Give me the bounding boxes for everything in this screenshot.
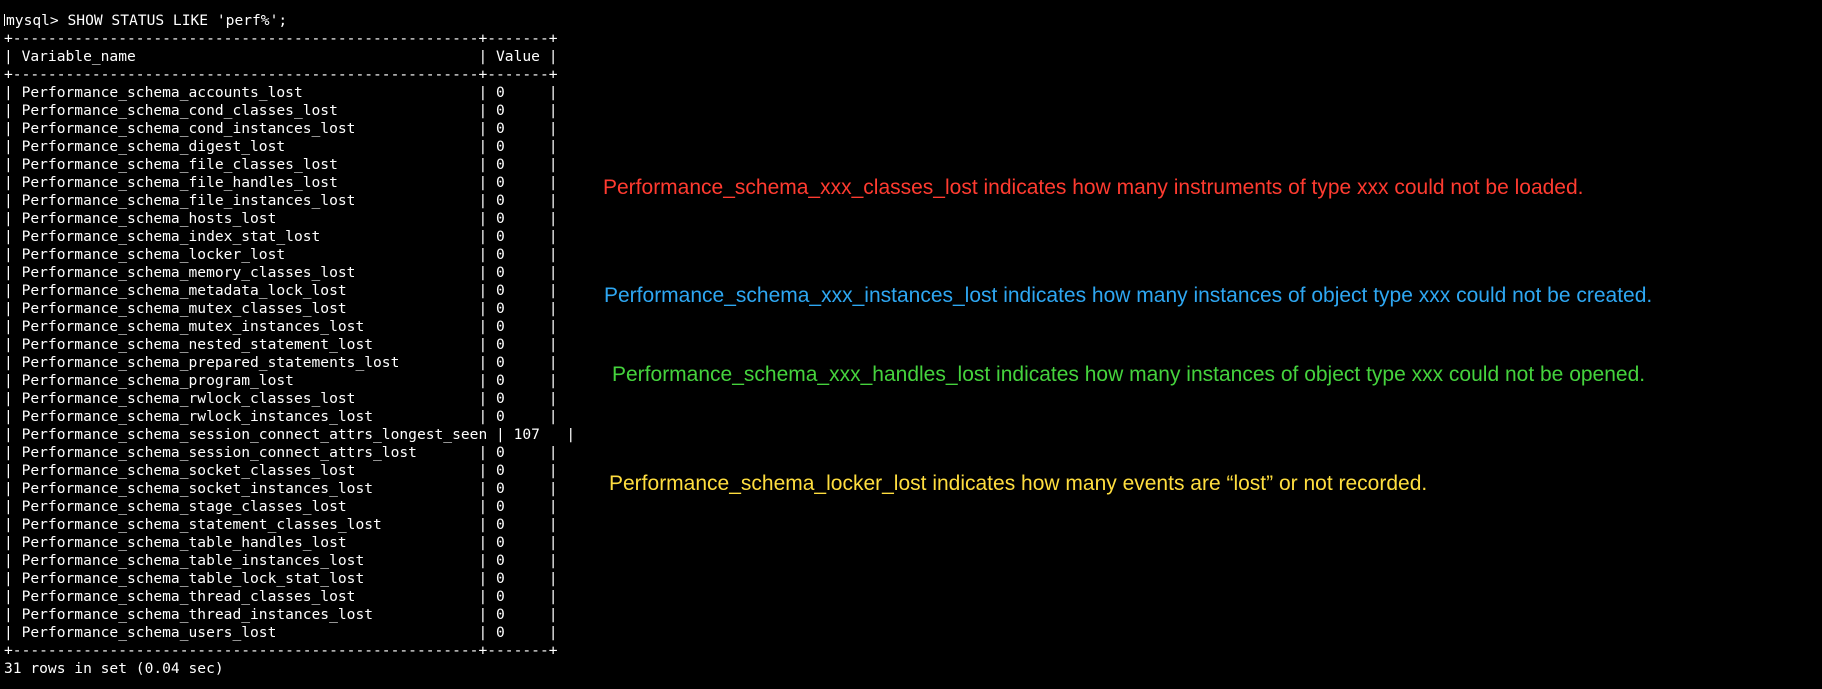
- note-classes-lost: Performance_schema_xxx_classes_lost indi…: [603, 176, 1584, 199]
- table-row: | Performance_schema_digest_lost | 0 |: [4, 138, 558, 155]
- table-border-bottom: +---------------------------------------…: [4, 642, 558, 659]
- result-summary: 31 rows in set (0.04 sec): [4, 660, 224, 677]
- table-border-header: +---------------------------------------…: [4, 66, 558, 83]
- table-row: | Performance_schema_hosts_lost | 0 |: [4, 210, 558, 227]
- table-row: | Performance_schema_statement_classes_l…: [4, 516, 558, 533]
- note-locker-lost: Performance_schema_locker_lost indicates…: [609, 472, 1428, 495]
- table-row: | Performance_schema_mutex_instances_los…: [4, 318, 558, 335]
- table-row: | Performance_schema_cond_instances_lost…: [4, 120, 558, 137]
- table-row: | Performance_schema_file_handles_lost |…: [4, 174, 558, 191]
- table-row: | Performance_schema_thread_instances_lo…: [4, 606, 558, 623]
- command-line: mysql> SHOW STATUS LIKE 'perf%';: [4, 12, 604, 30]
- table-row: | Performance_schema_cond_classes_lost |…: [4, 102, 558, 119]
- table-row: | Performance_schema_file_instances_lost…: [4, 192, 558, 209]
- table-row: | Performance_schema_table_lock_stat_los…: [4, 570, 558, 587]
- cursor-icon: [4, 14, 5, 26]
- table-row: | Performance_schema_socket_instances_lo…: [4, 480, 558, 497]
- note-handles-lost: Performance_schema_xxx_handles_lost indi…: [612, 363, 1646, 386]
- table-row: | Performance_schema_mutex_classes_lost …: [4, 300, 558, 317]
- table-row: | Performance_schema_table_instances_los…: [4, 552, 558, 569]
- table-row: | Performance_schema_socket_classes_lost…: [4, 462, 558, 479]
- table-row: | Performance_schema_session_connect_att…: [4, 444, 558, 461]
- table-row: | Performance_schema_rwlock_classes_lost…: [4, 390, 558, 407]
- table-row: | Performance_schema_file_classes_lost |…: [4, 156, 558, 173]
- table-row: | Performance_schema_nested_statement_lo…: [4, 336, 558, 353]
- table-row: | Performance_schema_program_lost | 0 |: [4, 372, 558, 389]
- table-row: | Performance_schema_rwlock_instances_lo…: [4, 408, 558, 425]
- table-row: | Performance_schema_memory_classes_lost…: [4, 264, 558, 281]
- table-header: | Variable_name | Value |: [4, 48, 558, 65]
- command-text: mysql> SHOW STATUS LIKE 'perf%';: [6, 12, 288, 29]
- table-row: | Performance_schema_session_connect_att…: [4, 426, 576, 443]
- table-border-top: +---------------------------------------…: [4, 30, 558, 47]
- table-row: | Performance_schema_thread_classes_lost…: [4, 588, 558, 605]
- table-row: | Performance_schema_prepared_statements…: [4, 354, 558, 371]
- table-row: | Performance_schema_metadata_lock_lost …: [4, 282, 558, 299]
- terminal-output: mysql> SHOW STATUS LIKE 'perf%'; +------…: [4, 12, 604, 678]
- table-row: | Performance_schema_index_stat_lost | 0…: [4, 228, 558, 245]
- table-body: | Performance_schema_accounts_lost | 0 |…: [4, 84, 604, 642]
- table-row: | Performance_schema_stage_classes_lost …: [4, 498, 558, 515]
- table-row: | Performance_schema_accounts_lost | 0 |: [4, 84, 558, 101]
- table-row: | Performance_schema_locker_lost | 0 |: [4, 246, 558, 263]
- table-row: | Performance_schema_users_lost | 0 |: [4, 624, 558, 641]
- note-instances-lost: Performance_schema_xxx_instances_lost in…: [604, 284, 1653, 307]
- table-row: | Performance_schema_table_handles_lost …: [4, 534, 558, 551]
